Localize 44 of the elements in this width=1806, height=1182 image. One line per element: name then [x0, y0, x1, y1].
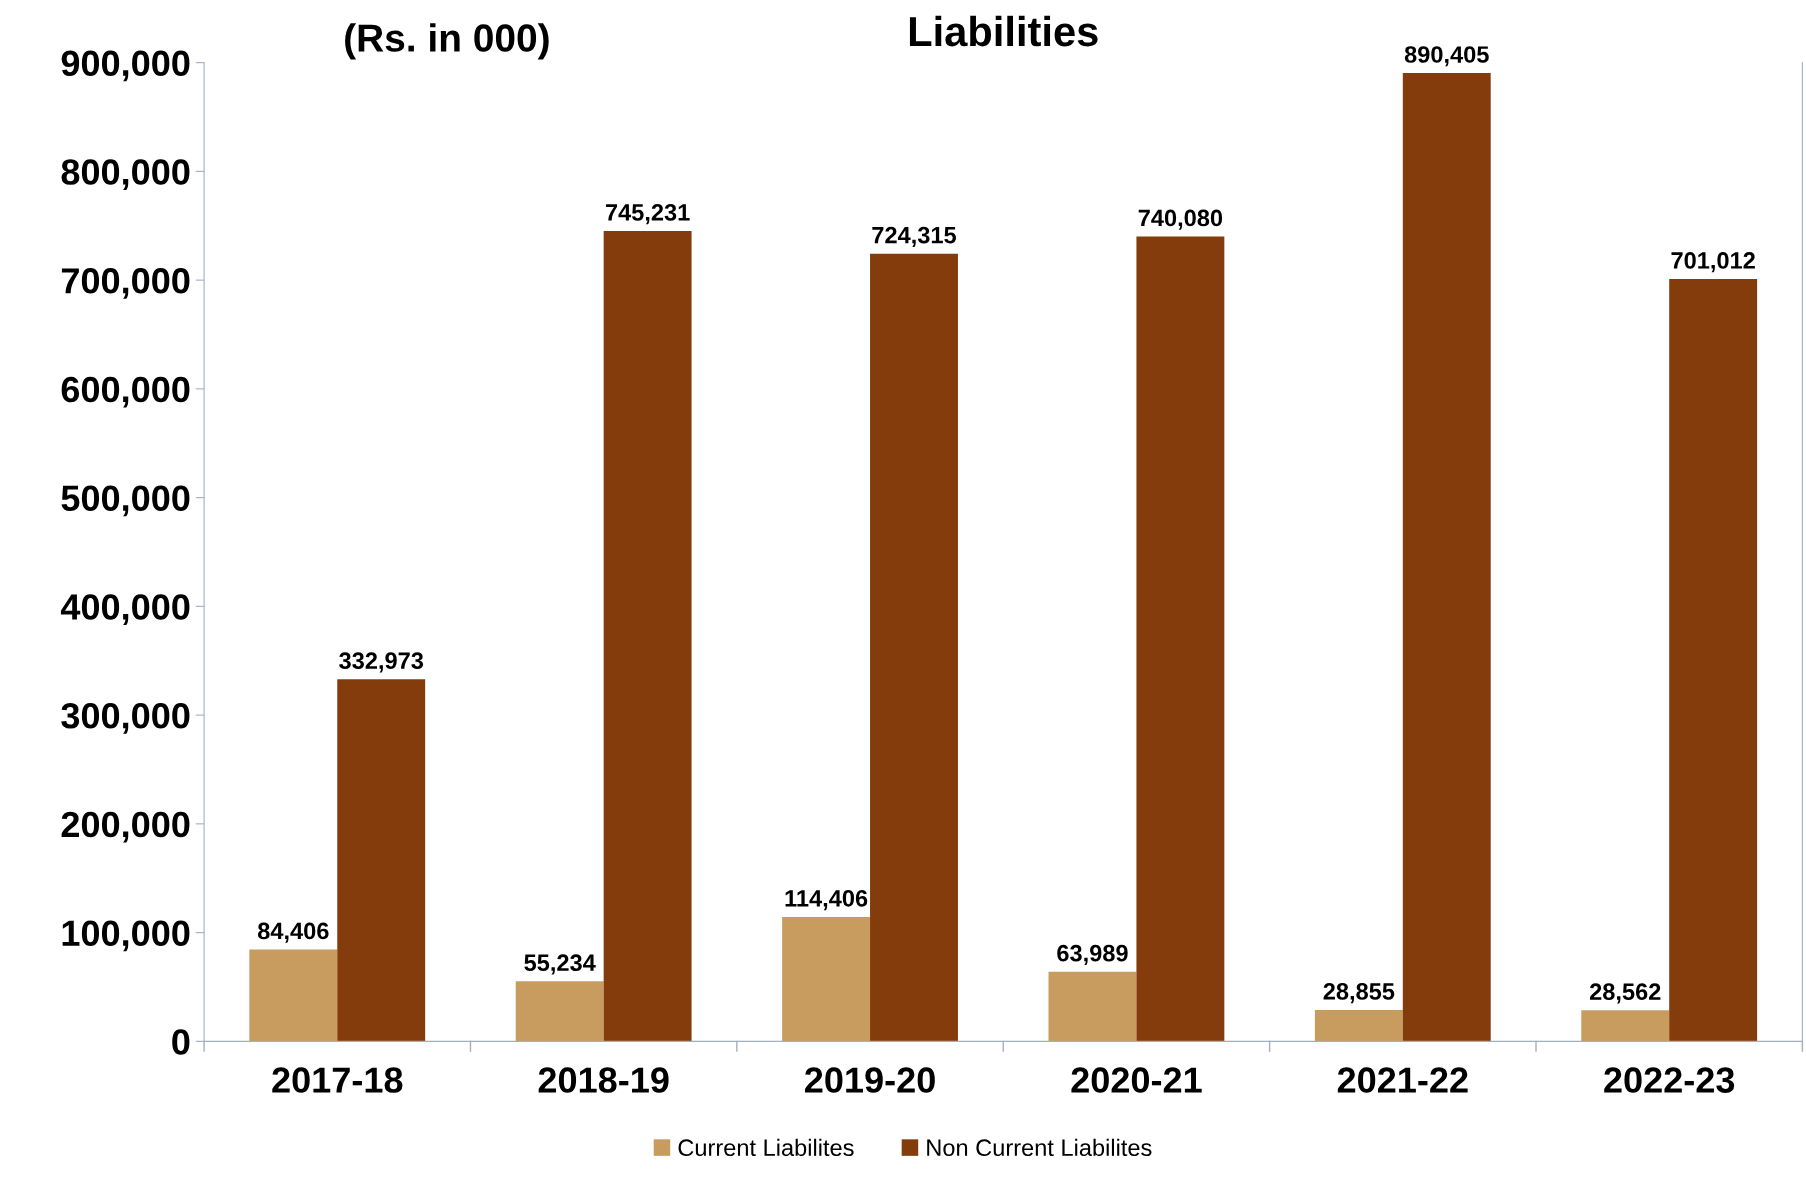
bar: [782, 916, 871, 1042]
data-label: 745,231: [605, 204, 690, 225]
data-label: 63,989: [1057, 944, 1128, 965]
x-tick-label: 2022-23: [1604, 1067, 1735, 1093]
bar: [1314, 1009, 1403, 1042]
x-tick-label: 2019-20: [805, 1067, 935, 1093]
x-tick-label: 2020-21: [1071, 1067, 1202, 1093]
y-tick-label: 400,000: [60, 594, 190, 626]
y-tick-label: 700,000: [61, 268, 190, 299]
bar: [1669, 279, 1758, 1042]
data-label: 701,012: [1671, 252, 1755, 273]
bar: [603, 230, 692, 1042]
y-tick-label: 900,000: [61, 50, 190, 82]
text: (Rs. in 000): [345, 23, 549, 60]
data-label: 84,406: [257, 922, 329, 943]
bar: [515, 981, 604, 1042]
bar: [870, 253, 958, 1042]
legend-label: Current Liabilites: [678, 1138, 854, 1157]
bar: [1136, 236, 1225, 1042]
y-tick-label: 0: [172, 1029, 190, 1055]
y-tick-label: 800,000: [61, 159, 190, 191]
data-label: 724,315: [872, 226, 957, 247]
y-tick-label: 300,000: [61, 702, 190, 734]
y-tick-label: 200,000: [61, 811, 190, 843]
data-label: 332,973: [339, 652, 424, 673]
bar: [1402, 73, 1491, 1042]
y-tick-label: 500,000: [61, 485, 190, 517]
bar: [249, 949, 338, 1042]
bar: [337, 679, 426, 1042]
chart-title: Liabilities: [909, 15, 1098, 47]
legend-label: Non Current Liabilites: [927, 1138, 1152, 1157]
bar: [1581, 1010, 1670, 1042]
y-tick-label: 100,000: [62, 920, 190, 952]
data-label: 28,855: [1323, 983, 1395, 1004]
data-label: 55,234: [524, 954, 596, 975]
x-tick-label: 2018-19: [538, 1067, 669, 1093]
data-label: 890,405: [1404, 46, 1489, 67]
y-tick-label: 600,000: [61, 376, 190, 408]
data-label: 740,080: [1138, 209, 1223, 230]
x-tick-label: 2021-22: [1337, 1067, 1468, 1093]
data-label: 114,406: [785, 889, 868, 911]
data-label: 28,562: [1589, 983, 1661, 1004]
bar: [1048, 971, 1137, 1042]
x-tick-label: 2017-18: [272, 1067, 403, 1093]
